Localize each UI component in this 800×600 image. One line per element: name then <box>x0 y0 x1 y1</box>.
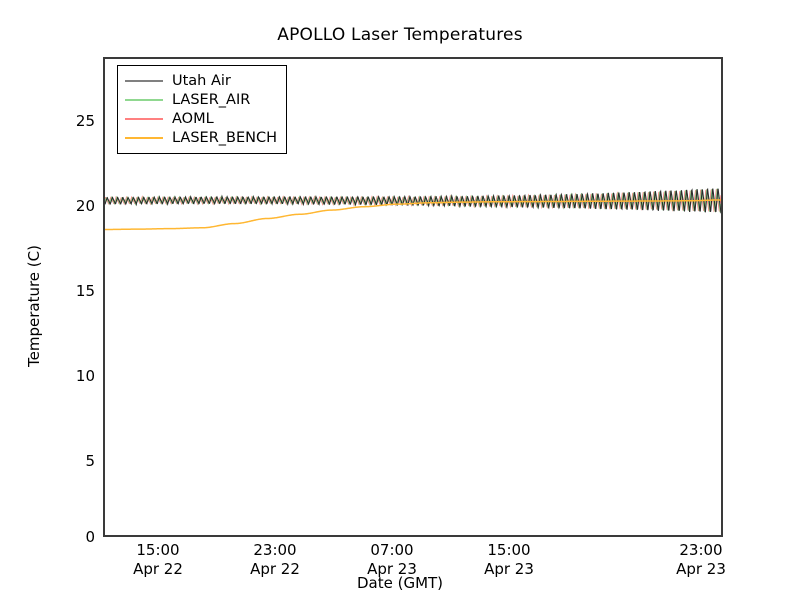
y-axis-label: Temperature (C) <box>25 245 43 367</box>
legend-swatch-icon <box>125 136 163 139</box>
x-tick-label: 23:00 Apr 22 <box>215 541 335 579</box>
x-axis-label: Date (GMT) <box>356 574 444 592</box>
legend-label: LASER_AIR <box>172 91 251 108</box>
legend-item-laser-bench[interactable]: LASER_BENCH <box>125 128 277 147</box>
y-tick-label: 0 <box>85 528 95 546</box>
legend-label: Utah Air <box>172 72 231 89</box>
x-tick-time: 07:00 <box>370 541 414 559</box>
x-tick-date: Apr 23 <box>484 560 534 578</box>
x-tick-time: 15:00 <box>487 541 531 559</box>
y-axis-tick-labels: 25 20 15 10 5 0 <box>50 57 95 546</box>
y-tick-label: 20 <box>75 197 95 215</box>
legend-swatch-icon <box>125 98 163 101</box>
x-tick-time: 23:00 <box>253 541 297 559</box>
legend-label: LASER_BENCH <box>172 129 278 146</box>
x-tick-label: 07:00 Apr 23 <box>332 541 452 579</box>
x-tick-date: Apr 22 <box>250 560 300 578</box>
legend-item-utah-air[interactable]: Utah Air <box>125 71 277 90</box>
x-tick-date: Apr 23 <box>367 560 417 578</box>
legend[interactable]: Utah Air LASER_AIR AOML LASER_BENCH <box>117 65 288 154</box>
x-tick-time: 15:00 <box>136 541 180 559</box>
legend-item-aoml[interactable]: AOML <box>125 109 277 128</box>
legend-swatch-icon <box>125 79 163 82</box>
x-tick-time: 23:00 <box>679 541 723 559</box>
series-line-utah-air <box>105 187 721 214</box>
x-tick-date: Apr 23 <box>676 560 726 578</box>
x-tick-label: 15:00 Apr 23 <box>449 541 569 579</box>
plot-lines <box>105 187 721 231</box>
chart-title: APOLLO Laser Temperatures <box>277 25 523 45</box>
legend-swatch-icon <box>125 117 163 120</box>
x-tick-label: 15:00 Apr 22 <box>98 541 218 579</box>
legend-label: AOML <box>172 110 214 127</box>
series-line-laser-bench <box>105 199 721 231</box>
x-tick-label: 23:00 Apr 23 <box>641 541 761 579</box>
y-tick-label: 5 <box>85 452 95 470</box>
y-tick-label: 25 <box>75 112 95 130</box>
legend-item-laser-air[interactable]: LASER_AIR <box>125 90 277 109</box>
y-tick-label: 10 <box>75 367 95 385</box>
y-tick-label: 15 <box>75 282 95 300</box>
x-tick-date: Apr 22 <box>133 560 183 578</box>
